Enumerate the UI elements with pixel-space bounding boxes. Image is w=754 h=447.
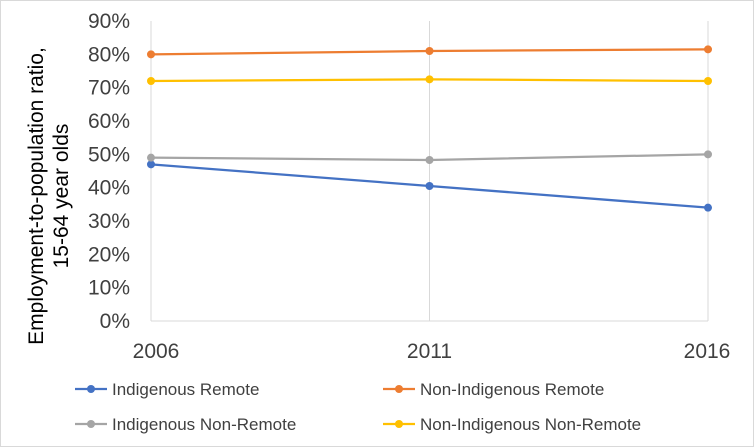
y-tick-label-0: 0% — [100, 310, 130, 333]
y-tick-label-7: 70% — [88, 77, 130, 100]
data-point-1-0 — [147, 50, 155, 59]
data-point-2-2 — [704, 150, 712, 159]
x-tick-label-0: 2006 — [133, 340, 180, 363]
y-tick-label-8: 80% — [88, 43, 130, 66]
y-tick-label-6: 60% — [88, 110, 130, 133]
legend-swatch-marker-2 — [87, 420, 95, 428]
y-axis-label: Employment-to-population ratio, 15-64 ye… — [25, 47, 73, 345]
legend-label-2: Indigenous Non-Remote — [112, 415, 296, 434]
y-axis-label-line-2: 15-64 year olds — [50, 124, 73, 269]
data-point-3-1 — [425, 75, 434, 84]
y-tick-label-9: 90% — [88, 10, 130, 33]
y-axis-label-line-1: Employment-to-population ratio, — [25, 47, 48, 345]
data-point-0-2 — [704, 203, 712, 212]
y-tick-label-1: 10% — [88, 277, 130, 300]
data-point-2-1 — [425, 156, 434, 164]
legend-label-0: Indigenous Remote — [112, 380, 259, 399]
legend-item-3: Non-Indigenous Non-Remote — [383, 415, 641, 434]
legend-swatch-marker-0 — [87, 385, 95, 393]
y-tick-label-3: 30% — [88, 210, 130, 233]
y-tick-label-2: 20% — [88, 243, 130, 266]
legend-item-0: Indigenous Remote — [75, 380, 259, 399]
legend-label-1: Non-Indigenous Remote — [420, 380, 604, 399]
legend-label-3: Non-Indigenous Non-Remote — [420, 415, 641, 434]
data-point-0-0 — [147, 160, 155, 169]
data-point-1-2 — [704, 45, 712, 54]
y-tick-label-4: 40% — [88, 177, 130, 200]
legend-swatch-marker-1 — [395, 385, 403, 393]
data-point-3-0 — [147, 77, 155, 85]
tick-labels: 0% 10% 20% 30% 40% 50% 60% 70% 80% 90% 2006 2011 201… — [88, 10, 730, 363]
legend-item-2: Indigenous Non-Remote — [75, 415, 296, 434]
gridlines — [150, 21, 709, 321]
data-point-1-1 — [425, 47, 434, 55]
x-tick-label-1: 2011 — [407, 340, 452, 363]
data-point-0-1 — [425, 182, 434, 190]
legend: Indigenous Remote Non-Indigenous Remote In… — [75, 380, 641, 434]
x-tick-label-2: 2016 — [684, 340, 731, 363]
y-tick-label-5: 50% — [88, 143, 130, 166]
data-point-2-0 — [147, 153, 155, 162]
legend-swatch-marker-3 — [395, 420, 403, 428]
legend-item-1: Non-Indigenous Remote — [383, 380, 604, 399]
series-lines — [147, 45, 712, 212]
data-point-3-2 — [704, 77, 712, 85]
